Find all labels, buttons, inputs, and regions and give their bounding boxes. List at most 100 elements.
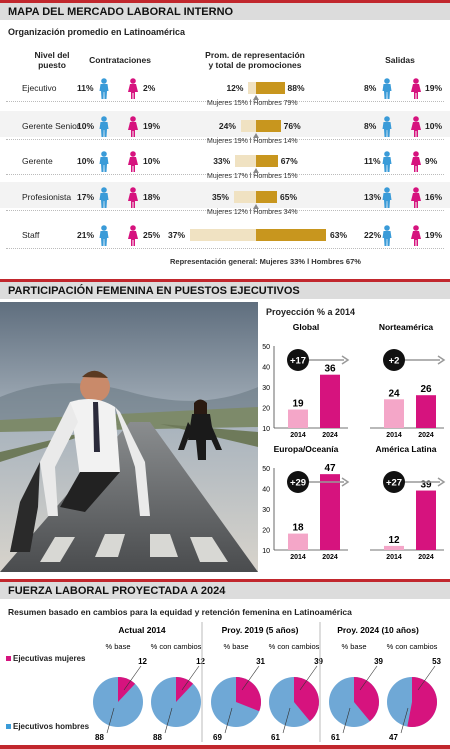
pie-women-value: 31 xyxy=(256,657,265,666)
region-title: Europa/Oceanía xyxy=(274,444,339,454)
row-separator xyxy=(6,248,444,249)
exit-women-pct: 9% xyxy=(425,156,438,166)
bar xyxy=(416,490,436,550)
x-tick-label: 2014 xyxy=(386,432,402,439)
pie-leader-line xyxy=(417,665,436,691)
region-chart: Europa/Oceanía 10 20 30 40 50 18 2014 47 2024 +29 xyxy=(262,444,350,561)
pie-leader-line xyxy=(106,707,115,734)
delta-label: +17 xyxy=(290,356,306,367)
col-header-nivel: Nivel del puesto xyxy=(22,50,82,70)
x-tick-label: 2024 xyxy=(418,554,434,561)
table-row xyxy=(0,111,450,137)
women-representation-bar xyxy=(233,191,256,203)
col-header-prom-line2: y total de promociones xyxy=(208,60,302,70)
pie-label: % con cambios xyxy=(151,642,202,651)
men-representation-bar xyxy=(256,229,326,241)
women-representation-bar xyxy=(248,82,256,94)
pie-men-value: 88 xyxy=(95,733,104,742)
woman-icon xyxy=(128,151,138,172)
woman-icon xyxy=(128,116,138,137)
exit-women-pct: 19% xyxy=(425,83,443,93)
y-tick-label: 40 xyxy=(262,487,270,494)
pie-label: % base xyxy=(341,642,366,651)
pie-leader-line xyxy=(282,707,291,734)
bar xyxy=(320,374,340,428)
promotion-caret xyxy=(253,204,259,209)
pie-group-title: Proy. 2024 (10 años) xyxy=(337,625,419,635)
projection-title: Proyección % a 2014 xyxy=(266,307,356,317)
pie-group-title: Proy. 2019 (5 años) xyxy=(222,625,299,635)
rep-men-pct: 63% xyxy=(330,230,348,240)
legend-women: Ejecutivas mujeres xyxy=(6,654,85,663)
bar xyxy=(384,545,404,550)
pie-women-value: 39 xyxy=(374,657,383,666)
man-icon xyxy=(382,151,392,172)
legend-women-label: Ejecutivas mujeres xyxy=(13,654,86,663)
promotion-text: Mujeres 15% l Hombres 79% xyxy=(207,100,298,107)
pie-slice-women xyxy=(176,677,194,702)
delta-badge xyxy=(383,471,405,493)
hire-men-pct: 10% xyxy=(77,121,95,131)
promotion-text: Mujeres 12% l Hombres 34% xyxy=(207,209,298,216)
men-representation-bar xyxy=(256,191,278,203)
bar-value-label: 47 xyxy=(324,463,336,474)
bar-value-label: 12 xyxy=(388,535,400,546)
col-header-contrataciones: Contrataciones xyxy=(89,55,151,65)
row-separator xyxy=(6,174,444,175)
row-separator xyxy=(6,101,444,102)
pie-label: % base xyxy=(223,642,248,651)
x-tick-label: 2014 xyxy=(290,554,306,561)
bottom-rule xyxy=(0,745,450,749)
pie-group: Proy. 2019 (5 años) % base 31 69 % con cambi… xyxy=(201,622,324,742)
pie-leader-line xyxy=(342,707,351,734)
man-icon xyxy=(382,187,392,208)
rep-women-pct: 37% xyxy=(168,230,186,240)
hire-women-pct: 2% xyxy=(143,83,156,93)
woman-icon xyxy=(411,151,421,172)
section-title-mapa: MAPA DEL MERCADO LABORAL INTERNO xyxy=(0,0,450,20)
woman-icon xyxy=(128,78,138,99)
region-title: América Latina xyxy=(376,444,437,454)
row-level-label: Ejecutivo xyxy=(22,83,57,93)
row-level-label: Profesionista xyxy=(22,192,72,202)
col-header-nivel-line2: puesto xyxy=(38,60,66,70)
men-representation-bar xyxy=(256,120,281,132)
pie-slice-women xyxy=(118,677,136,702)
pie-group-title: Actual 2014 xyxy=(118,625,166,635)
exit-men-pct: 22% xyxy=(364,230,382,240)
y-tick-label: 10 xyxy=(262,548,270,555)
pie-slice-women xyxy=(236,677,261,712)
delta-arrow-head xyxy=(341,355,350,365)
pie-leader-line xyxy=(299,665,318,691)
pie-men-value: 88 xyxy=(153,733,162,742)
man-icon xyxy=(382,116,392,137)
delta-arrow-head xyxy=(437,355,446,365)
pie-women-value: 39 xyxy=(314,657,323,666)
promotion-caret xyxy=(253,168,259,173)
man-icon xyxy=(99,225,109,246)
pie-leader-line xyxy=(181,665,200,691)
delta-label: +2 xyxy=(389,356,400,367)
woman-icon xyxy=(128,187,138,208)
y-tick-label: 50 xyxy=(262,344,270,351)
exit-women-pct: 19% xyxy=(425,230,443,240)
promotion-caret xyxy=(253,133,259,138)
x-tick-label: 2014 xyxy=(386,554,402,561)
rep-women-pct: 33% xyxy=(213,156,231,166)
pie-label: % con cambios xyxy=(387,642,438,651)
promotion-caret xyxy=(253,95,259,100)
delta-arrow-head xyxy=(341,477,350,487)
woman-icon xyxy=(411,116,421,137)
delta-badge xyxy=(383,349,405,371)
women-representation-bar xyxy=(190,229,256,241)
man-icon xyxy=(382,78,392,99)
pie-label: % con cambios xyxy=(269,642,320,651)
exit-men-pct: 8% xyxy=(364,121,377,131)
col-header-salidas: Salidas xyxy=(385,55,415,65)
general-representation: Representación general: Mujeres 33% l Ho… xyxy=(170,257,361,266)
y-tick-label: 10 xyxy=(262,426,270,433)
woman-icon xyxy=(411,187,421,208)
y-tick-label: 50 xyxy=(262,466,270,473)
pie-men-value: 47 xyxy=(389,733,398,742)
woman-icon xyxy=(411,225,421,246)
